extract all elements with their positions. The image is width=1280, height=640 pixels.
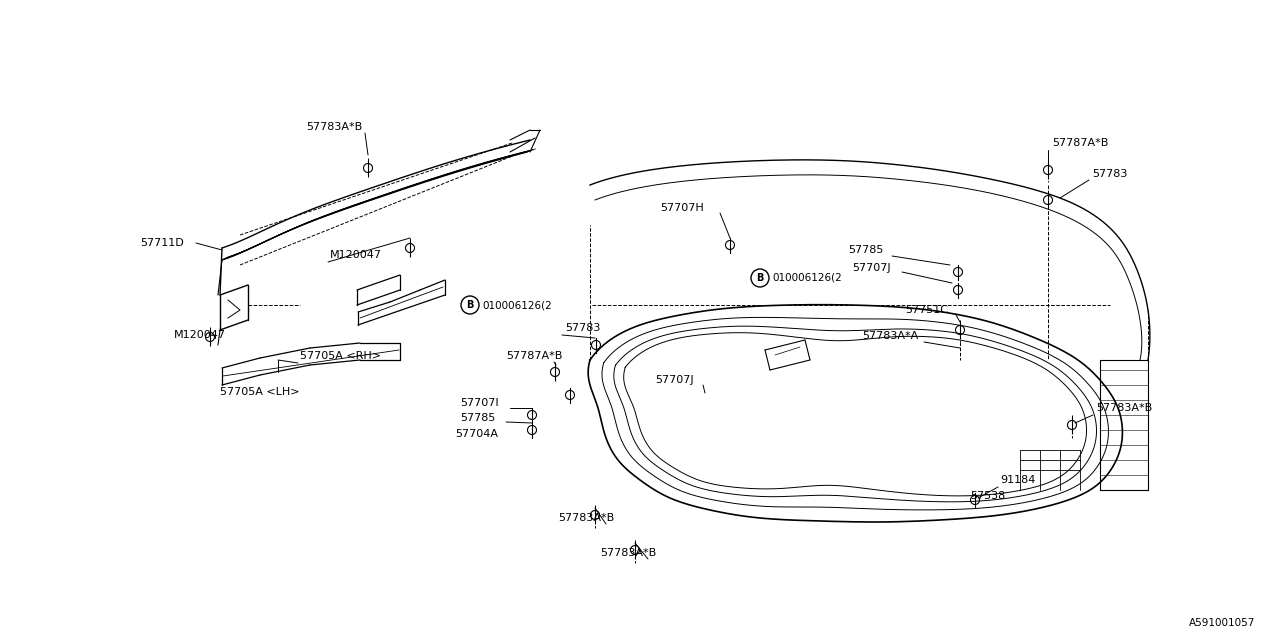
Text: 57705A <RH>: 57705A <RH> (300, 351, 381, 361)
Text: 010006126(2: 010006126(2 (483, 300, 552, 310)
Text: 57707I: 57707I (460, 398, 499, 408)
Text: 57787A*B: 57787A*B (506, 351, 562, 361)
Text: 57751C: 57751C (905, 305, 948, 315)
Text: 57785: 57785 (460, 413, 495, 423)
Text: 57707J: 57707J (655, 375, 694, 385)
Text: B: B (756, 273, 764, 283)
Text: 57704A: 57704A (454, 429, 498, 439)
Text: 57538: 57538 (970, 491, 1005, 501)
Text: 57783A*B: 57783A*B (306, 122, 362, 132)
Text: M120047: M120047 (330, 250, 381, 260)
Text: M120047: M120047 (174, 330, 227, 340)
Text: 57707H: 57707H (660, 203, 704, 213)
Text: 57783A*A: 57783A*A (861, 331, 918, 341)
Text: 57785: 57785 (849, 245, 883, 255)
Text: 57711D: 57711D (140, 238, 184, 248)
Text: 57783A*B: 57783A*B (1096, 403, 1152, 413)
Text: 010006126(2: 010006126(2 (772, 273, 842, 283)
Text: 57707J: 57707J (852, 263, 891, 273)
Text: A591001057: A591001057 (1189, 618, 1254, 628)
Text: 57783A*B: 57783A*B (558, 513, 614, 523)
Text: 57783A*B: 57783A*B (600, 548, 657, 558)
Text: B: B (466, 300, 474, 310)
Text: 57787A*B: 57787A*B (1052, 138, 1108, 148)
Text: 57705A <LH>: 57705A <LH> (220, 387, 300, 397)
Text: 57783: 57783 (564, 323, 600, 333)
Text: 91184: 91184 (1000, 475, 1036, 485)
Text: 57783: 57783 (1092, 169, 1128, 179)
